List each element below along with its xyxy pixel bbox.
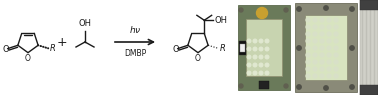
Circle shape — [239, 84, 243, 88]
Circle shape — [320, 74, 324, 78]
Circle shape — [297, 46, 301, 50]
Circle shape — [306, 74, 310, 78]
Circle shape — [265, 71, 269, 75]
Circle shape — [259, 63, 263, 67]
Circle shape — [313, 67, 317, 71]
Text: OH: OH — [215, 16, 228, 25]
Circle shape — [284, 8, 288, 12]
Text: $h\nu$: $h\nu$ — [129, 24, 141, 35]
Text: O: O — [195, 54, 201, 63]
Bar — [295, 3, 357, 92]
Circle shape — [327, 32, 331, 36]
Bar — [246, 19, 282, 76]
Circle shape — [327, 74, 331, 78]
Circle shape — [253, 47, 257, 51]
Circle shape — [306, 67, 310, 71]
Circle shape — [306, 18, 310, 22]
Circle shape — [324, 6, 328, 10]
Circle shape — [327, 25, 331, 29]
Circle shape — [239, 8, 243, 12]
Circle shape — [327, 18, 331, 22]
Bar — [259, 81, 269, 89]
Circle shape — [334, 53, 338, 57]
Circle shape — [334, 18, 338, 22]
Circle shape — [327, 39, 331, 43]
Circle shape — [350, 46, 354, 50]
Circle shape — [253, 63, 257, 67]
Text: O: O — [25, 54, 31, 63]
Circle shape — [313, 46, 317, 50]
Circle shape — [253, 71, 257, 75]
Circle shape — [313, 18, 317, 22]
Bar — [360, 85, 378, 95]
Circle shape — [259, 47, 263, 51]
Bar — [305, 15, 347, 80]
Circle shape — [284, 84, 288, 88]
Circle shape — [313, 32, 317, 36]
Circle shape — [320, 18, 324, 22]
Circle shape — [297, 85, 301, 89]
Circle shape — [313, 53, 317, 57]
Circle shape — [320, 39, 324, 43]
Circle shape — [327, 46, 331, 50]
Bar — [239, 41, 246, 55]
Text: DMBP: DMBP — [124, 49, 146, 58]
Text: R: R — [220, 44, 226, 53]
Circle shape — [259, 55, 263, 59]
Circle shape — [324, 86, 328, 90]
Circle shape — [247, 47, 251, 51]
Circle shape — [297, 7, 301, 11]
Circle shape — [247, 39, 251, 43]
Circle shape — [259, 39, 263, 43]
Circle shape — [253, 55, 257, 59]
Circle shape — [247, 63, 251, 67]
Circle shape — [313, 25, 317, 29]
Circle shape — [247, 71, 251, 75]
Circle shape — [320, 60, 324, 64]
Circle shape — [334, 39, 338, 43]
Circle shape — [327, 60, 331, 64]
Circle shape — [334, 74, 338, 78]
Circle shape — [257, 8, 268, 19]
Circle shape — [306, 60, 310, 64]
Circle shape — [313, 74, 317, 78]
Text: R: R — [50, 44, 56, 53]
Text: O: O — [3, 45, 9, 54]
Circle shape — [320, 53, 324, 57]
Circle shape — [313, 39, 317, 43]
Circle shape — [327, 53, 331, 57]
Text: O: O — [172, 45, 179, 54]
Circle shape — [320, 46, 324, 50]
Circle shape — [350, 85, 354, 89]
Text: OH: OH — [79, 19, 91, 28]
Circle shape — [306, 53, 310, 57]
Circle shape — [259, 71, 263, 75]
Circle shape — [320, 25, 324, 29]
Circle shape — [306, 39, 310, 43]
Circle shape — [247, 55, 251, 59]
Circle shape — [320, 32, 324, 36]
Text: +: + — [57, 36, 67, 49]
Circle shape — [334, 67, 338, 71]
Circle shape — [265, 39, 269, 43]
Bar — [238, 5, 290, 90]
Circle shape — [306, 25, 310, 29]
Bar — [240, 44, 245, 52]
Circle shape — [306, 46, 310, 50]
Circle shape — [327, 67, 331, 71]
Circle shape — [265, 63, 269, 67]
Circle shape — [313, 60, 317, 64]
Circle shape — [350, 7, 354, 11]
Circle shape — [265, 55, 269, 59]
Bar — [360, 0, 378, 10]
Circle shape — [265, 47, 269, 51]
Circle shape — [253, 39, 257, 43]
Bar — [360, 0, 378, 95]
Circle shape — [334, 25, 338, 29]
Circle shape — [334, 32, 338, 36]
Circle shape — [334, 60, 338, 64]
Circle shape — [306, 32, 310, 36]
Circle shape — [320, 67, 324, 71]
Circle shape — [334, 46, 338, 50]
